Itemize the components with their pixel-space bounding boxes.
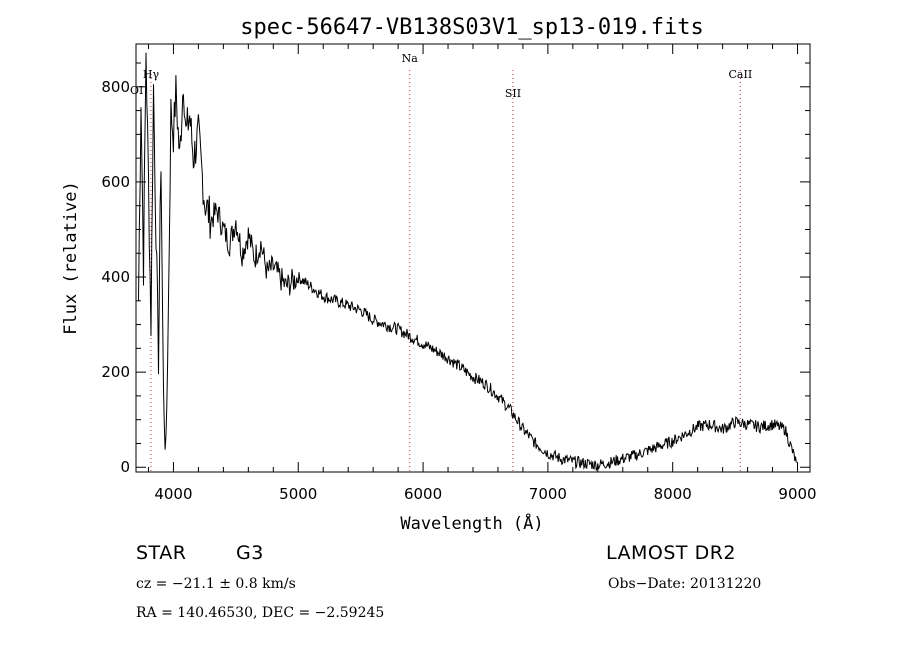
spectral-line-markers: Hγ Na SII CaII OI xyxy=(130,52,752,472)
y-tick-label: 600 xyxy=(101,173,130,191)
x-tick-label: 6000 xyxy=(404,485,442,503)
y-tick-label: 400 xyxy=(101,268,130,286)
spectral-line-label-partial: OI xyxy=(130,84,143,97)
plot-frame xyxy=(135,43,811,473)
coordinates: RA = 140.46530, DEC = −2.59245 xyxy=(136,605,385,621)
x-tick-label: 7000 xyxy=(529,485,567,503)
x-tick-label: 8000 xyxy=(654,485,692,503)
x-tick-label: 4000 xyxy=(154,485,192,503)
spectral-line-label: SII xyxy=(505,87,521,100)
spectral-line-label: CaII xyxy=(729,68,753,81)
redshift-cz: cz = −21.1 ± 0.8 km/s xyxy=(136,576,296,592)
y-axis-label: Flux (relative) xyxy=(61,181,81,335)
object-class: STAR xyxy=(136,542,187,564)
y-tick-label: 800 xyxy=(101,78,130,96)
x-tick-label: 5000 xyxy=(279,485,317,503)
spectral-line-label: Hγ xyxy=(143,68,160,81)
x-axis-label: Wavelength (Å) xyxy=(400,512,543,534)
chart-title: spec-56647-VB138S03V1_sp13-019.fits xyxy=(240,15,704,40)
y-tick-label: 0 xyxy=(120,458,130,476)
axis-ticks: 4000 5000 6000 7000 8000 9000 0 200 400 600 800 xyxy=(101,44,817,503)
y-tick-label: 200 xyxy=(101,363,130,381)
spectral-line-label: Na xyxy=(402,52,419,65)
object-subclass: G3 xyxy=(236,542,264,564)
survey-name: LAMOST DR2 xyxy=(606,542,736,564)
observation-date: Obs−Date: 20131220 xyxy=(608,576,762,592)
x-tick-label: 9000 xyxy=(778,485,816,503)
spectrum-line xyxy=(138,52,797,471)
spectrum-chart: spec-56647-VB138S03V1_sp13-019.fits Hγ Na… xyxy=(61,15,817,534)
